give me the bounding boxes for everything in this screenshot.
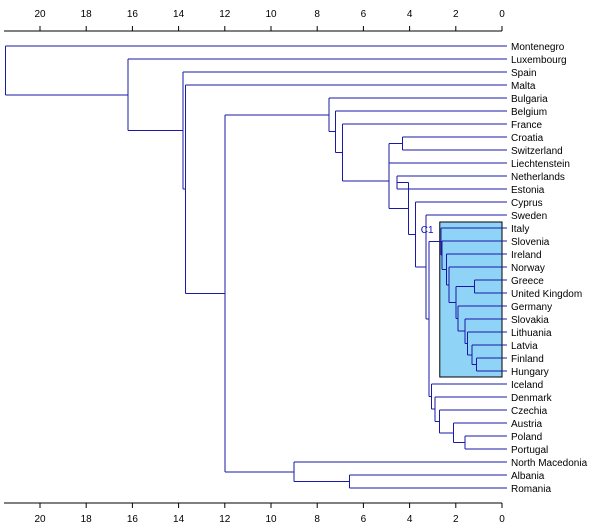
- leaf-label-switzerland: Switzerland: [511, 146, 563, 157]
- bottom-axis-tick-label: 12: [219, 514, 231, 525]
- top-axis-tick-label: 10: [265, 9, 277, 20]
- leaf-label-slovenia: Slovenia: [511, 237, 550, 248]
- leaf-label-greece: Greece: [511, 276, 544, 287]
- leaf-label-north-macedonia: North Macedonia: [511, 458, 588, 469]
- leaf-label-united-kingdom: United Kingdom: [511, 289, 582, 300]
- top-axis-tick-label: 2: [453, 9, 459, 20]
- leaf-label-norway: Norway: [511, 263, 545, 274]
- leaf-label-liechtenstein: Liechtenstein: [511, 159, 570, 170]
- leaf-label-czechia: Czechia: [511, 406, 548, 417]
- top-axis-tick-label: 18: [81, 9, 93, 20]
- top-axis-tick-label: 14: [173, 9, 185, 20]
- leaf-label-sweden: Sweden: [511, 211, 547, 222]
- leaf-label-ireland: Ireland: [511, 250, 542, 261]
- top-axis-tick-label: 16: [127, 9, 139, 20]
- top-axis-tick-label: 0: [499, 9, 505, 20]
- bottom-axis-tick-label: 16: [127, 514, 139, 525]
- leaf-label-italy: Italy: [511, 224, 529, 235]
- top-axis-tick-label: 8: [314, 9, 320, 20]
- leaf-label-bulgaria: Bulgaria: [511, 94, 548, 105]
- bottom-axis-tick-label: 18: [81, 514, 93, 525]
- bottom-axis-tick-label: 8: [314, 514, 320, 525]
- leaf-label-austria: Austria: [511, 419, 543, 430]
- bottom-axis-tick-label: 4: [407, 514, 413, 525]
- leaf-label-romania: Romania: [511, 484, 551, 495]
- top-axis-tick-label: 4: [407, 9, 413, 20]
- bottom-axis-tick-label: 10: [265, 514, 277, 525]
- top-axis-tick-label: 20: [34, 9, 46, 20]
- top-axis-tick-label: 6: [361, 9, 367, 20]
- leaf-label-belgium: Belgium: [511, 107, 547, 118]
- leaf-label-hungary: Hungary: [511, 367, 549, 378]
- leaf-label-denmark: Denmark: [511, 393, 553, 404]
- bottom-axis-tick-label: 2: [453, 514, 459, 525]
- leaf-label-croatia: Croatia: [511, 133, 544, 144]
- leaf-label-portugal: Portugal: [511, 445, 548, 456]
- leaf-label-finland: Finland: [511, 354, 544, 365]
- leaf-label-iceland: Iceland: [511, 380, 543, 391]
- bottom-axis-tick-label: 0: [499, 514, 505, 525]
- bottom-axis-tick-label: 6: [361, 514, 367, 525]
- leaf-label-cyprus: Cyprus: [511, 198, 543, 209]
- leaf-label-netherlands: Netherlands: [511, 172, 565, 183]
- leaf-label-slovakia: Slovakia: [511, 315, 549, 326]
- leaf-label-luxembourg: Luxembourg: [511, 55, 567, 66]
- leaf-label-albania: Albania: [511, 471, 545, 482]
- top-axis-tick-label: 12: [219, 9, 231, 20]
- leaf-label-estonia: Estonia: [511, 185, 545, 196]
- cluster-highlight-box: [439, 221, 503, 378]
- leaf-label-latvia: Latvia: [511, 341, 538, 352]
- cluster-label-c1: C1: [421, 225, 434, 236]
- leaf-label-lithuania: Lithuania: [511, 328, 552, 339]
- leaf-label-germany: Germany: [511, 302, 552, 313]
- bottom-axis-tick-label: 20: [34, 514, 46, 525]
- leaf-label-montenegro: Montenegro: [511, 42, 565, 53]
- bottom-axis-tick-label: 14: [173, 514, 185, 525]
- leaf-label-poland: Poland: [511, 432, 542, 443]
- leaf-label-malta: Malta: [511, 81, 536, 92]
- leaf-label-france: France: [511, 120, 543, 131]
- leaf-label-spain: Spain: [511, 68, 537, 79]
